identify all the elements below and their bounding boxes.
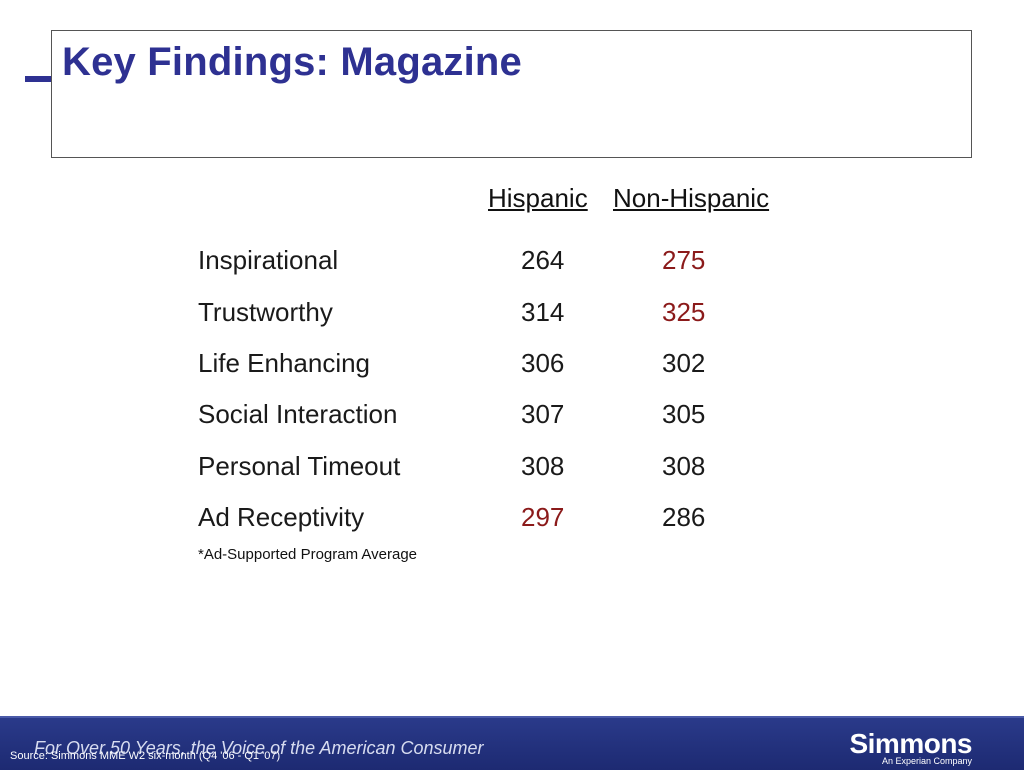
- footer-tagline: For Over 50 Years, the Voice of the Amer…: [34, 738, 484, 758]
- hispanic-value: 307: [521, 399, 565, 429]
- non-hispanic-value: 275: [662, 245, 706, 275]
- column-header-non-hispanic: Non-Hispanic: [613, 183, 770, 213]
- row-label: Inspirational: [198, 245, 339, 275]
- non-hispanic-value: 305: [662, 399, 706, 429]
- table-row: Personal Timeout 308 308: [0, 451, 1024, 491]
- hispanic-value: 314: [521, 297, 565, 327]
- row-label: Social Interaction: [198, 399, 398, 429]
- row-label: Ad Receptivity: [198, 502, 365, 532]
- hispanic-value: 308: [521, 451, 565, 481]
- title-accent-bar: [25, 76, 51, 82]
- row-label: Trustworthy: [198, 297, 333, 327]
- hispanic-value: 306: [521, 348, 565, 378]
- footnote: *Ad-Supported Program Average: [198, 546, 418, 563]
- non-hispanic-value: 325: [662, 297, 706, 327]
- source-note: Source: Simmons MME W2 six-month (Q4 '06…: [10, 750, 281, 762]
- non-hispanic-value: 286: [662, 502, 706, 532]
- row-label: Life Enhancing: [198, 348, 371, 378]
- table-row: Trustworthy 314 325: [0, 297, 1024, 337]
- table-row: Social Interaction 307 305: [0, 399, 1024, 439]
- logo-subtitle: An Experian Company: [881, 756, 972, 766]
- title-box: [51, 30, 972, 158]
- hispanic-value: 297: [521, 502, 565, 532]
- table-row: Life Enhancing 306 302: [0, 348, 1024, 388]
- non-hispanic-value: 308: [662, 451, 706, 481]
- simmons-logo: Simmons: [849, 728, 972, 759]
- column-header-hispanic: Hispanic: [488, 183, 588, 213]
- table-row: Inspirational 264 275: [0, 245, 1024, 285]
- footer-bar: For Over 50 Years, the Voice of the Amer…: [0, 716, 1024, 770]
- slide-title: Key Findings: Magazine: [62, 40, 523, 84]
- non-hispanic-value: 302: [662, 348, 706, 378]
- table-row: Ad Receptivity 297 286: [0, 502, 1024, 542]
- hispanic-value: 264: [521, 245, 565, 275]
- row-label: Personal Timeout: [198, 451, 401, 481]
